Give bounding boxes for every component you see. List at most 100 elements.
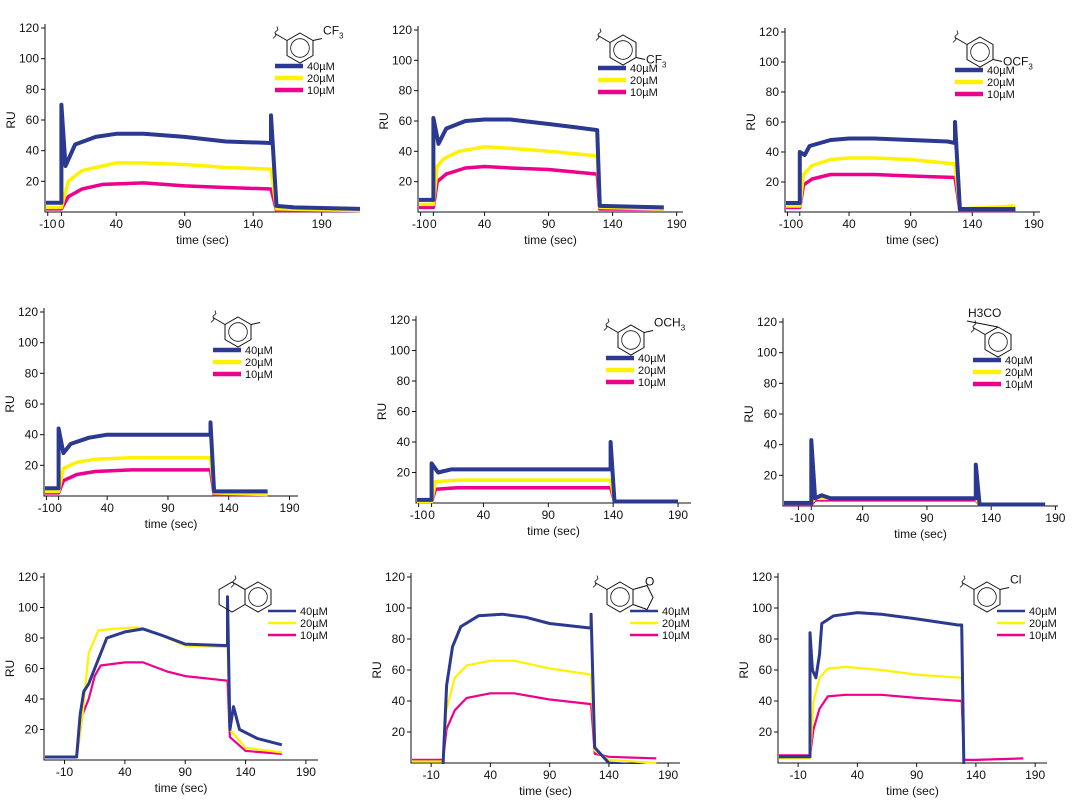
series-line-40uM [419,116,664,210]
series-line-10uM [779,693,1024,761]
legend-label: 20µM [245,357,273,369]
x-tick-label: 0 [428,508,435,522]
legend-label: 40µM [638,353,666,365]
y-tick-label: 100 [392,53,412,67]
y-tick-label: 80 [397,374,411,388]
x-tick-label: 40 [856,511,870,525]
x-tick-label: 190 [668,508,688,522]
x-tick-label: 0 [55,501,62,515]
x-tick-label: -10 [412,217,430,231]
y-tick-label: 100 [390,344,410,358]
x-tick-label: 190 [296,765,316,779]
y-tick-label: 60 [25,397,39,411]
svg-text:O: O [645,575,654,589]
y-tick-label: 20 [399,175,413,189]
axes-frame [417,26,683,213]
series-line-40uM [441,612,648,764]
legend-label: 10µM [1005,379,1033,391]
series-line-10uM [46,181,360,213]
y-axis-label: RU [377,112,391,129]
y-tick-label: 60 [25,662,39,676]
y-tick-label: 100 [385,601,405,615]
series-line-40uM [784,438,1046,507]
x-tick-label: -10 [410,508,428,522]
y-tick-label: 80 [399,84,413,98]
x-tick-label: 90 [910,768,924,782]
legend-label: 20µM [1029,618,1057,630]
sensorgram-panel-3: 20 40 60 80 100 120 -10 0 40 90 140 190 time (sec) RU… [744,25,1044,247]
legend-label: 20µM [300,618,328,630]
y-axis-label: RU [370,661,384,678]
axes-frame [410,573,680,764]
x-axis-label: time (sec) [519,784,572,798]
series-line-10uM [412,692,657,761]
x-axis-label: time (sec) [886,784,939,798]
y-tick-label: 120 [19,21,39,35]
series-line-20uM [419,145,664,211]
sensorgram-panel-9: 20 40 60 80 100 120 -10 40 90 140 190 time (sec) RU 4… [737,570,1057,798]
legend-label: 10µM [245,369,273,381]
x-tick-label: 140 [962,217,982,231]
substituent-structure-icon: CF3 [595,28,667,70]
y-tick-label: 80 [26,82,40,96]
x-tick-label: 40 [851,768,865,782]
x-axis-label: time (sec) [176,233,229,247]
y-tick-label: 120 [759,25,779,39]
y-tick-label: 120 [392,23,412,37]
sensorgram-panel-8: 20 40 60 80 100 120 -10 40 90 140 190 time (sec) RU 4… [370,570,690,798]
x-tick-label: 40 [484,768,498,782]
x-tick-label: 140 [981,511,1001,525]
x-tick-label: 140 [219,501,239,515]
y-tick-label: 100 [19,52,39,66]
y-tick-label: 60 [26,113,40,127]
y-tick-label: 100 [752,601,772,615]
x-tick-label: 90 [920,511,934,525]
axes-frame [43,573,318,761]
x-tick-label: 90 [542,508,556,522]
x-tick-label: 190 [667,217,687,231]
y-tick-label: 40 [764,438,778,452]
y-axis-label: RU [742,405,756,422]
y-tick-label: 40 [399,144,413,158]
x-tick-label: 190 [1045,511,1065,525]
x-tick-label: -10 [56,765,74,779]
legend-label: 40µM [300,606,328,618]
legend-label: 10µM [638,377,666,389]
substituent-structure-icon: OCH3 [603,316,686,356]
x-tick-label: 140 [236,765,256,779]
series-line-10uM [417,486,678,504]
x-tick-label: 90 [161,501,175,515]
x-tick-label: 40 [842,217,856,231]
series-line-20uM [417,478,678,504]
sensorgram-panel-7: 20 40 60 80 100 120 -10 40 90 140 190 time (sec) RU 4… [3,570,328,795]
legend-label: 40µM [987,65,1015,77]
y-tick-label: 120 [390,313,410,327]
legend-label: 20µM [987,77,1015,89]
y-tick-label: 120 [18,305,38,319]
legend-label: 10µM [300,630,328,642]
substituent-structure-icon: Cl [959,573,1021,613]
y-tick-label: 20 [759,725,773,739]
x-tick-label: 0 [430,217,437,231]
y-tick-label: 40 [766,145,780,159]
x-axis-label: time (sec) [527,524,580,538]
axes-frame [44,24,360,213]
substituent-structure-icon: H3CO [966,306,1012,358]
x-tick-label: 90 [904,217,918,231]
series-line-10uM [419,164,664,211]
sensorgram-panel-6: 20 40 60 80 100 120 -10 0 40 90 140 190 time (sec) RU… [742,306,1066,541]
x-axis-label: time (sec) [145,517,198,531]
y-axis-label: RU [737,661,751,678]
axes-frame [782,318,1058,507]
x-tick-label: -10 [39,217,57,231]
series-line-40uM [779,611,966,764]
x-tick-label: 190 [312,217,332,231]
legend-label: 10µM [630,87,658,99]
axes-frame [777,573,1047,764]
x-axis-label: time (sec) [886,233,939,247]
y-tick-label: 100 [759,55,779,69]
x-tick-label: 40 [478,217,492,231]
series-line-40uM [45,595,283,759]
